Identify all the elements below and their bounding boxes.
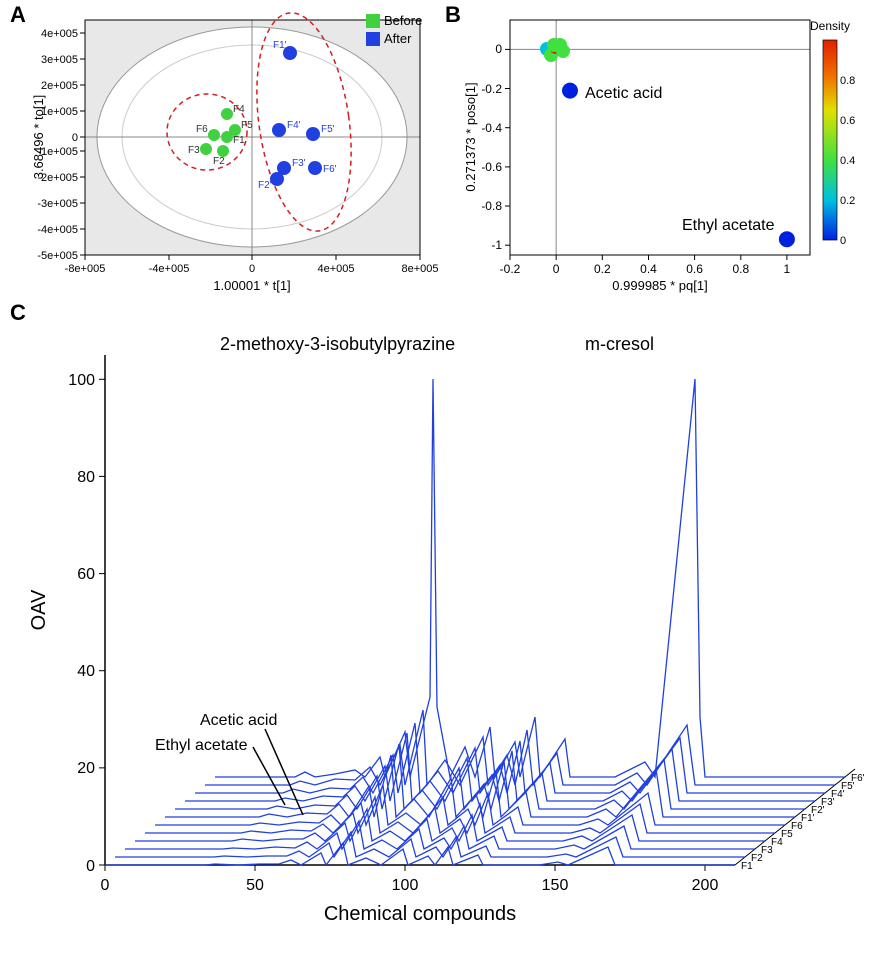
panel-b-ann-ethyl: Ethyl acetate [682, 217, 775, 234]
svg-text:0: 0 [72, 132, 78, 144]
svg-text:-4e+005: -4e+005 [149, 263, 190, 275]
svg-text:0.8: 0.8 [732, 262, 749, 276]
trace-f5p: F5' [205, 710, 855, 792]
trace-f4: F4 [135, 809, 783, 848]
trace-f3p: F3' [185, 733, 835, 808]
svg-text:200: 200 [692, 877, 719, 894]
svg-text:F1: F1 [233, 135, 245, 146]
svg-text:F5': F5' [321, 124, 335, 135]
svg-text:0.4: 0.4 [640, 262, 657, 276]
panel-b-ylabel: 0.271373 * poso[1] [463, 82, 478, 191]
panel-b-ann-acetic: Acetic acid [585, 85, 662, 102]
legend-after: After [384, 31, 412, 46]
svg-text:100: 100 [68, 372, 95, 389]
svg-text:4e+005: 4e+005 [317, 263, 354, 275]
svg-text:-0.6: -0.6 [481, 160, 502, 174]
panel-a-chart: F3 F6 F2 F1 F4 F5 F1' F4' F5' F3' F2' F6… [30, 10, 445, 295]
svg-text:F4': F4' [287, 120, 301, 131]
density-label: Density [810, 19, 850, 33]
svg-text:-8e+005: -8e+005 [65, 263, 106, 275]
svg-text:0: 0 [101, 877, 110, 894]
svg-text:0: 0 [840, 235, 846, 247]
svg-text:1e+005: 1e+005 [41, 106, 78, 118]
svg-text:40: 40 [77, 663, 95, 680]
svg-text:F2: F2 [751, 853, 763, 864]
svg-text:0.4: 0.4 [840, 155, 855, 167]
svg-text:-0.2: -0.2 [500, 262, 521, 276]
svg-text:8e+005: 8e+005 [401, 263, 438, 275]
svg-text:60: 60 [77, 566, 95, 583]
panel-c-chart: 0 20 40 60 80 100 0 50 100 150 200 Chemi… [20, 310, 880, 950]
svg-text:0.2: 0.2 [840, 195, 855, 207]
svg-text:F2: F2 [213, 156, 225, 167]
svg-text:150: 150 [542, 877, 569, 894]
panel-a-xlabel: 1.00001 * t[1] [213, 278, 290, 293]
panel-a-ylabel: 3.68496 * to[1] [31, 95, 46, 180]
svg-text:0.6: 0.6 [686, 262, 703, 276]
svg-text:-0.4: -0.4 [481, 121, 502, 135]
svg-text:F1': F1' [273, 40, 287, 51]
panel-b-xlabel: 0.999985 * pq[1] [612, 278, 707, 293]
svg-text:0.8: 0.8 [840, 75, 855, 87]
panel-c-xlabel: Chemical compounds [324, 903, 516, 925]
svg-text:-0.2: -0.2 [481, 82, 502, 96]
svg-text:0.2: 0.2 [594, 262, 611, 276]
svg-text:0: 0 [86, 858, 95, 875]
svg-text:F6: F6 [196, 124, 208, 135]
panel-c-ann-ethyl: Ethyl acetate [155, 737, 248, 754]
svg-text:F6': F6' [323, 164, 337, 175]
svg-text:1: 1 [784, 262, 791, 276]
svg-text:-5e+005: -5e+005 [37, 250, 78, 262]
svg-text:0.6: 0.6 [840, 115, 855, 127]
svg-text:F4: F4 [771, 837, 783, 848]
svg-text:100: 100 [392, 877, 419, 894]
svg-text:F3': F3' [292, 158, 306, 169]
svg-text:0: 0 [249, 263, 255, 275]
svg-text:-4e+005: -4e+005 [37, 224, 78, 236]
svg-text:F3: F3 [188, 145, 200, 156]
svg-text:80: 80 [77, 469, 95, 486]
panel-c-ann-peak2: m-cresol [585, 334, 654, 354]
svg-text:F5: F5 [241, 120, 253, 131]
svg-text:-3e+005: -3e+005 [37, 198, 78, 210]
svg-text:F5: F5 [781, 829, 793, 840]
trace-f6p: F6' [215, 379, 865, 784]
svg-text:20: 20 [77, 760, 95, 777]
panel-b-chart: Acetic acid Ethyl acetate -0.2 0 0.2 0.4… [460, 10, 880, 295]
svg-text:0: 0 [495, 42, 502, 56]
panel-a-label: A [10, 2, 26, 28]
svg-text:F1': F1' [801, 813, 815, 824]
panel-c-ann-peak1: 2-methoxy-3-isobutylpyrazine [220, 334, 455, 354]
panel-b-label: B [445, 2, 461, 28]
svg-text:0: 0 [553, 262, 560, 276]
panel-c-ylabel: OAV [28, 589, 50, 630]
svg-text:4e+005: 4e+005 [41, 28, 78, 40]
svg-text:2e+005: 2e+005 [41, 80, 78, 92]
svg-text:F6: F6 [791, 821, 803, 832]
svg-text:50: 50 [246, 877, 264, 894]
svg-text:F4: F4 [233, 104, 245, 115]
panel-c-ann-acetic: Acetic acid [200, 712, 277, 729]
svg-text:F1: F1 [741, 861, 753, 872]
svg-text:F2': F2' [258, 180, 272, 191]
svg-text:-1: -1 [491, 238, 502, 252]
figure: A F3 F6 F2 F1 F4 F5 [0, 0, 886, 958]
svg-text:-0.8: -0.8 [481, 199, 502, 213]
svg-text:3e+005: 3e+005 [41, 54, 78, 66]
svg-text:F3: F3 [761, 845, 773, 856]
legend-before: Before [384, 13, 422, 28]
